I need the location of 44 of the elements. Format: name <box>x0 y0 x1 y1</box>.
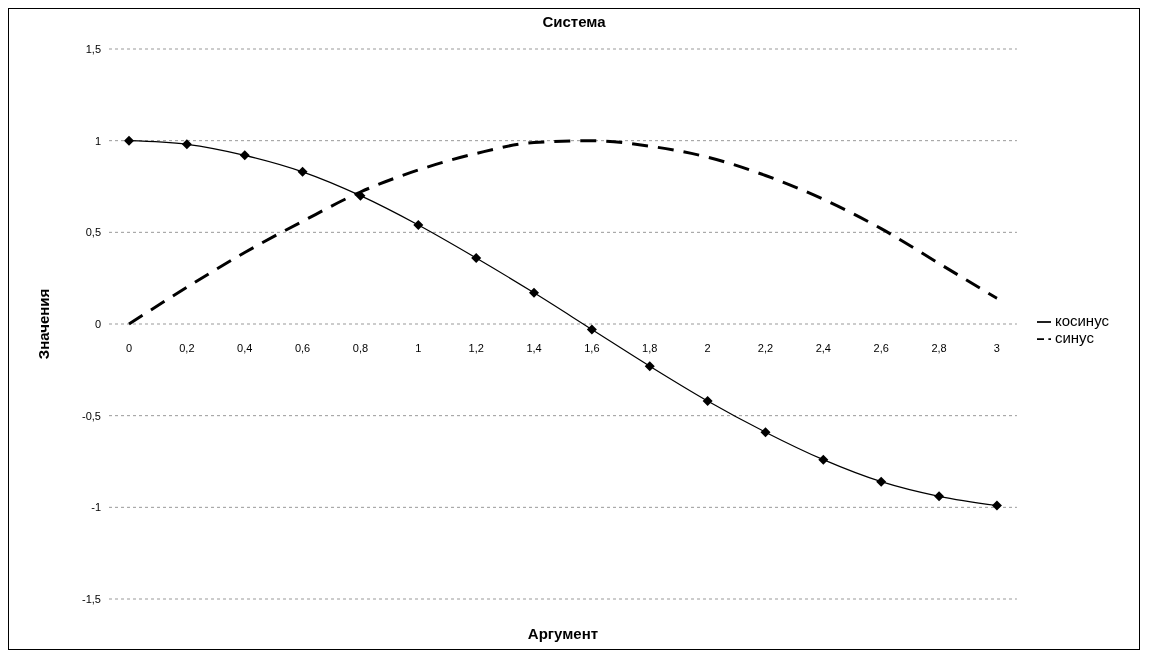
point <box>471 253 482 263</box>
point <box>355 190 366 201</box>
point <box>934 491 945 502</box>
x-tick-label: 0,6 <box>294 342 311 354</box>
y-tick-label: 0,5 <box>85 226 101 239</box>
x-tick-label: 1,2 <box>468 342 484 354</box>
point <box>818 454 829 465</box>
x-tick-label: 0,2 <box>179 342 195 354</box>
x-tick-label: 1,4 <box>526 342 542 354</box>
point <box>586 324 597 335</box>
x-tick-label: 0,4 <box>237 342 253 354</box>
x-tick-label: 2,8 <box>931 342 947 354</box>
y-tick-label: 1 <box>94 134 101 147</box>
point <box>181 139 192 150</box>
point <box>644 361 655 372</box>
point <box>297 166 308 177</box>
point <box>760 427 771 438</box>
x-tick-label: 1 <box>415 342 422 354</box>
x-tick-label: 2,6 <box>873 342 889 354</box>
y-tick-label: -1,5 <box>82 592 101 605</box>
x-tick-label: 1,8 <box>642 342 658 354</box>
x-tick-label: 1,6 <box>584 342 600 354</box>
x-tick-label: 3 <box>993 342 1000 354</box>
point <box>413 220 424 230</box>
point <box>702 396 713 406</box>
y-tick-label: -0,5 <box>82 409 101 422</box>
point <box>239 150 250 161</box>
x-tick-label: 0,8 <box>352 342 369 354</box>
chart-title: Система <box>541 13 607 30</box>
y-tick-label: 1,5 <box>85 42 101 55</box>
y-tick-label: -1 <box>91 501 101 514</box>
point <box>876 476 887 487</box>
legend-label: косинус <box>1054 311 1109 329</box>
legend-label: синус <box>1054 329 1094 346</box>
x-tick-label: 2 <box>704 342 711 354</box>
y-tick-label: 0 <box>94 317 101 330</box>
point <box>529 287 540 298</box>
y-axis-title: Значения <box>35 288 53 360</box>
point <box>124 135 134 146</box>
x-tick-label: 2,4 <box>815 342 831 354</box>
x-tick-label: 0 <box>125 342 133 354</box>
point <box>991 500 1002 511</box>
x-tick-label: 2,2 <box>757 342 774 354</box>
x-axis-title: Аргумент <box>527 625 599 642</box>
